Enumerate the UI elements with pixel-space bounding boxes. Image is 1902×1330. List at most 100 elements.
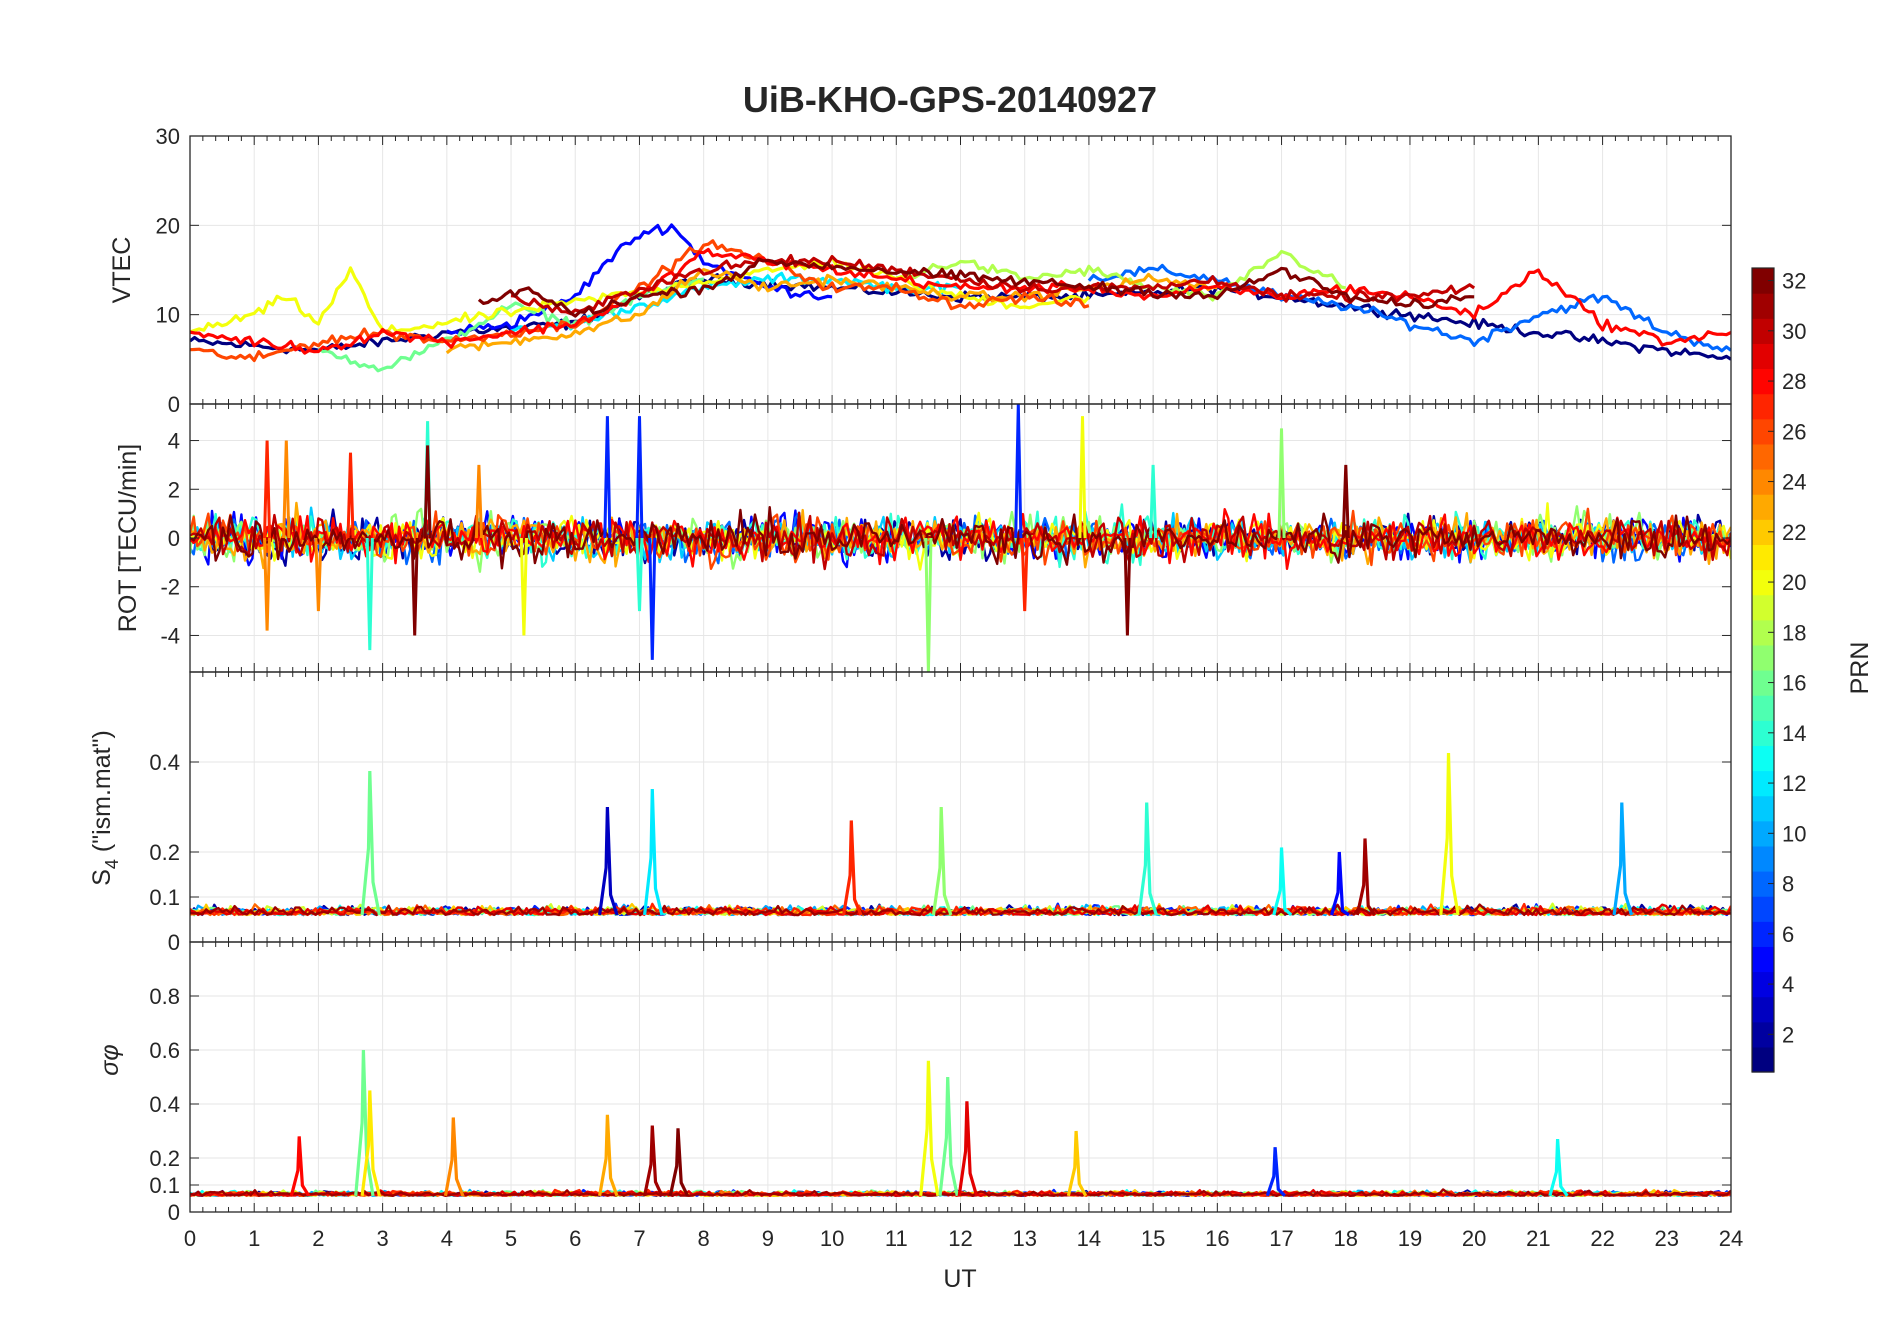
colorbar-segment — [1752, 720, 1774, 746]
colorbar-label: PRN — [1846, 642, 1874, 695]
colorbar-segment — [1752, 368, 1774, 395]
y-tick-label: -2 — [160, 575, 180, 600]
peak-prn-31 — [643, 1125, 664, 1197]
colorbar-tick-label: 28 — [1782, 369, 1806, 394]
series-line-prn-16 — [317, 277, 704, 373]
y-tick-label: 2 — [168, 477, 180, 502]
colorbar-segment — [1752, 946, 1774, 973]
x-tick-label: 5 — [505, 1226, 517, 1251]
x-tick-label: 1 — [248, 1226, 260, 1251]
colorbar-tick-label: 20 — [1782, 570, 1806, 595]
spike-prn-6 — [1014, 404, 1023, 539]
series-line-prn-26 — [190, 239, 1090, 363]
x-tick-label: 23 — [1655, 1226, 1679, 1251]
spike-prn-14 — [1149, 464, 1158, 539]
series-line-prn-28 — [190, 247, 1731, 355]
colorbar-segment — [1752, 670, 1774, 696]
spike-prn-24 — [282, 440, 291, 539]
y-tick-label: 0.1 — [149, 885, 180, 910]
colorbar-segment — [1752, 770, 1774, 797]
spike-prn-27 — [346, 452, 355, 539]
x-tick-label: 15 — [1141, 1226, 1165, 1251]
peak-prn-13 — [1548, 1138, 1569, 1197]
ylabel-s4: S4 ("ism.mat") — [88, 730, 122, 886]
chart-title: UiB-KHO-GPS-20140927 — [743, 79, 1157, 120]
y-tick-label: 0.2 — [149, 840, 180, 865]
x-tick-label: 8 — [698, 1226, 710, 1251]
colorbar-segment — [1752, 921, 1774, 947]
x-tick-label: 3 — [377, 1226, 389, 1251]
panel-vtec: VTEC 0 10 20 30 — [108, 124, 1732, 417]
series-line-prn-18 — [895, 249, 1347, 302]
x-tick-label: 16 — [1205, 1226, 1229, 1251]
colorbar-segment — [1752, 996, 1774, 1023]
plot-area — [190, 404, 1731, 672]
colorbar-tick-label: 2 — [1782, 1022, 1794, 1047]
ylabel-sigma-phi: σφ — [96, 1044, 124, 1075]
x-tick-label: 10 — [820, 1226, 844, 1251]
y-tick-label: 0.4 — [149, 1092, 180, 1117]
x-tick-label: 21 — [1526, 1226, 1550, 1251]
y-tick-label: 0.6 — [149, 1038, 180, 1063]
panel-sigma-phi: σφ 00.10.2 0.4 0.6 0.8 — [96, 941, 1732, 1225]
peak-prn-16 — [354, 1049, 375, 1197]
peak-prn-21 — [360, 1090, 381, 1197]
colorbar-segment — [1752, 343, 1774, 370]
colorbar-segment — [1752, 1046, 1774, 1073]
x-tick-label: 11 — [885, 1226, 908, 1251]
series-line-prn-30 — [510, 253, 1476, 316]
spike-prn-24 — [263, 537, 272, 631]
colorbar-tick-label: 26 — [1782, 419, 1806, 444]
colorbar-segment — [1752, 293, 1774, 319]
series-line-prn-32 — [190, 506, 1731, 570]
colorbar-tick-label: 12 — [1782, 771, 1806, 796]
ylabel-vtec: VTEC — [108, 237, 136, 304]
colorbar-segment — [1752, 443, 1774, 470]
peak-prn-16 — [360, 770, 381, 916]
x-tick-label: 24 — [1719, 1226, 1743, 1251]
spike-prn-32 — [1123, 537, 1132, 636]
x-tick-label: 12 — [948, 1226, 972, 1251]
y-tick-label: 4 — [168, 429, 180, 454]
x-tick-label: 4 — [441, 1226, 453, 1251]
colorbar-segment — [1752, 393, 1774, 420]
x-tick-label: 19 — [1398, 1226, 1422, 1251]
colorbar-tick-label: 32 — [1782, 269, 1806, 294]
spike-prn-24 — [474, 464, 483, 539]
colorbar-segment — [1752, 871, 1774, 897]
x-tick-label: 9 — [762, 1226, 774, 1251]
y-tick-label: 20 — [156, 213, 180, 238]
colorbar-segment — [1752, 494, 1774, 520]
x-tick-label: 22 — [1590, 1226, 1614, 1251]
peak-prn-32 — [668, 1128, 690, 1197]
colorbar-tick-label: 14 — [1782, 721, 1806, 746]
colorbar-segment — [1752, 469, 1774, 495]
peak-prn-3 — [598, 806, 619, 916]
x-axis-group: UT 0 1 2 3 4 5 6 7 8 9 10 11 12 13 14 15 16 17 18 19 20 21 22 2… — [184, 1226, 1743, 1293]
series-line-prn-32 — [477, 257, 1475, 318]
colorbar-segment — [1752, 644, 1774, 671]
x-axis-label: UT — [943, 1265, 976, 1293]
y-tick-label: 0 — [168, 1200, 180, 1225]
spike-prn-27 — [1020, 537, 1029, 612]
x-tick-label: 14 — [1077, 1226, 1101, 1251]
colorbar-tick-label: 30 — [1782, 319, 1806, 344]
y-tick-label: 30 — [156, 124, 180, 149]
peak-prn-22 — [1066, 1130, 1088, 1197]
colorbar-segment — [1752, 318, 1774, 344]
colorbar-segment — [1752, 1021, 1774, 1048]
x-tick-label: 2 — [312, 1226, 324, 1251]
ylabel-s4-sub: 4 — [102, 859, 122, 869]
plot-area — [190, 223, 1731, 373]
colorbar-segment — [1752, 544, 1774, 571]
ylabel-s4-main: S — [88, 869, 116, 886]
peak-prn-31 — [1355, 838, 1376, 916]
colorbar-tick-label: 4 — [1782, 972, 1794, 997]
ylabel-rot: ROT [TECU/min] — [114, 444, 142, 632]
spike-prn-20 — [519, 537, 528, 636]
peak-prn-20 — [1439, 752, 1460, 916]
spike-prn-6 — [635, 416, 644, 539]
series-line-prn-31 — [190, 903, 1731, 917]
